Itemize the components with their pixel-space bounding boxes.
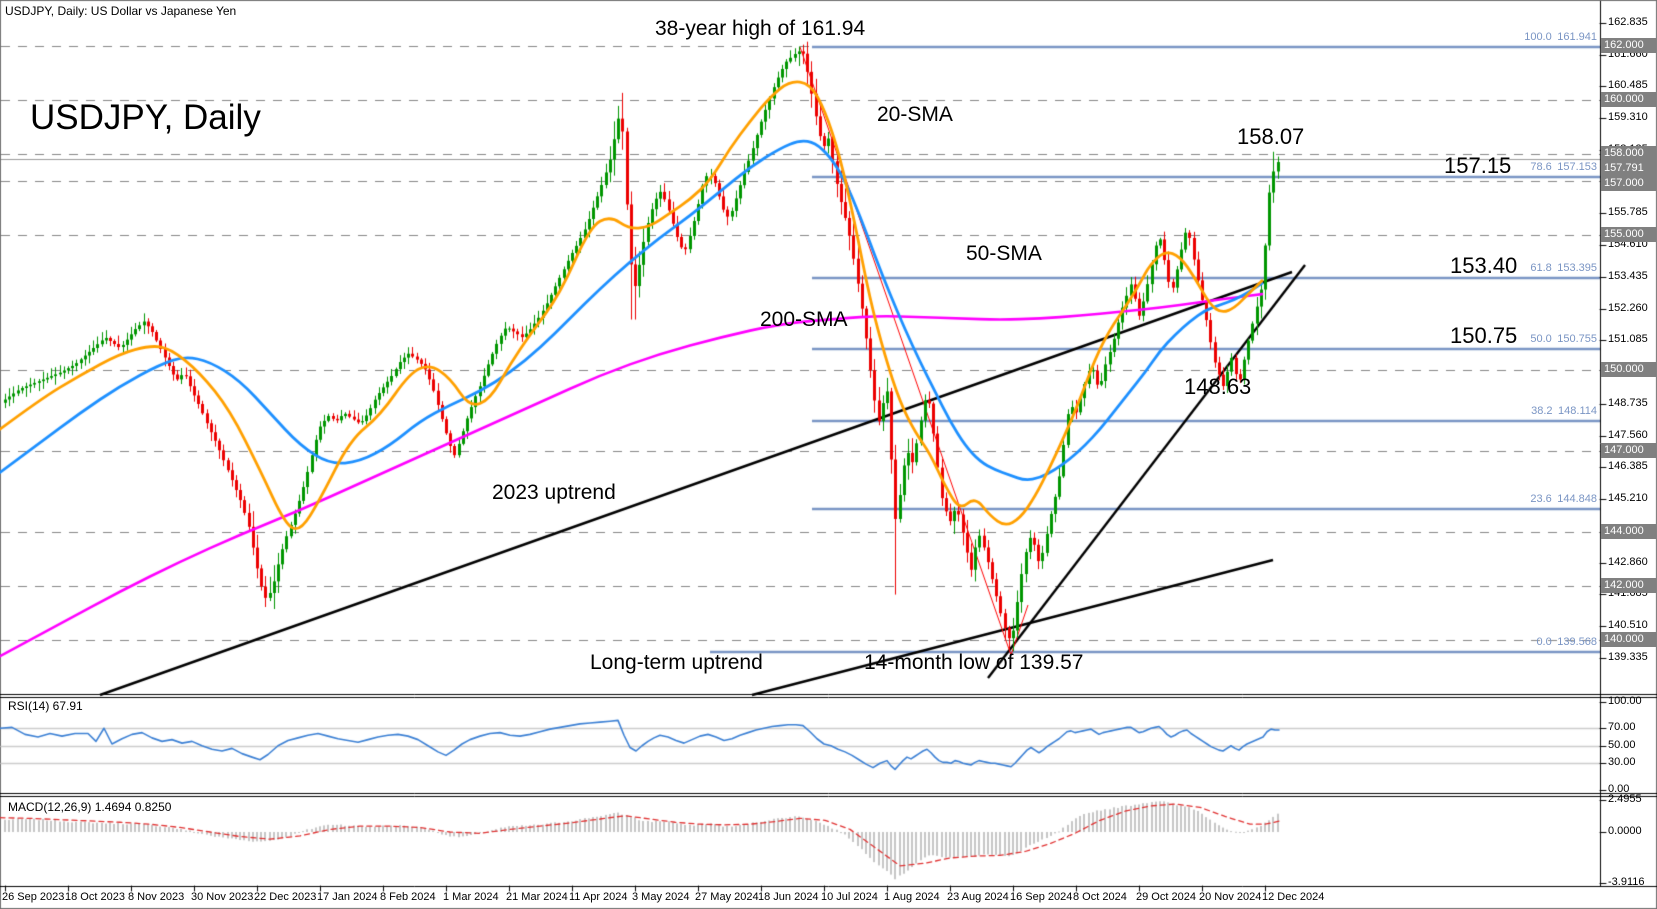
annotation-200-sma[interactable]: 200-SMA [760, 308, 848, 331]
time-axis-label: 12 Dec 2024 [1262, 891, 1325, 903]
time-axis-label: 22 Dec 2023 [254, 891, 317, 903]
annotation-level-158-07[interactable]: 158.07 [1237, 124, 1305, 149]
chart-title: USDJPY, Daily [30, 98, 261, 137]
annotation-20-sma[interactable]: 20-SMA [877, 103, 953, 126]
macd-axis-label: 0.0000 [1608, 825, 1642, 837]
price-axis-label: 151.085 [1608, 333, 1648, 346]
time-axis-label: 16 Sep 2024 [1010, 891, 1073, 903]
annotation-level-148-63[interactable]: 148.63 [1184, 374, 1252, 399]
price-axis-label: 139.335 [1608, 650, 1648, 663]
annotation-level-153-40[interactable]: 153.40 [1450, 253, 1518, 278]
price-axis-label: 147.560 [1608, 428, 1648, 441]
annotation-level-157-15[interactable]: 157.15 [1444, 153, 1512, 178]
fib-level-label: 61.8 153.395 [1530, 262, 1597, 275]
rsi-axis-label: 0.00 [1608, 782, 1630, 795]
time-axis-label: 17 Jan 2024 [317, 891, 378, 903]
macd-indicator-label: MACD(12,26,9) 1.4694 0.8250 [8, 800, 172, 814]
annotation-level-150-75[interactable]: 150.75 [1450, 323, 1518, 348]
price-axis-label: 152.260 [1608, 301, 1648, 314]
annotation-long-term-uptrend[interactable]: Long-term uptrend [590, 651, 763, 674]
annotation-50-sma[interactable]: 50-SMA [966, 242, 1042, 265]
fib-level-label: 78.6 157.153 [1530, 160, 1597, 173]
window-header-title: USDJPY, Daily: US Dollar vs Japanese Yen [5, 4, 237, 18]
time-axis-label: 10 Jul 2024 [821, 891, 878, 903]
time-axis-label: 21 Mar 2024 [506, 891, 568, 903]
price-axis-label: 145.210 [1608, 492, 1648, 505]
annotation-2023-uptrend[interactable]: 2023 uptrend [492, 481, 616, 504]
macd-axis-label: -3.9116 [1608, 875, 1645, 888]
time-axis-label: 11 Apr 2024 [569, 891, 628, 903]
price-axis-box: 157.000 [1601, 175, 1656, 191]
fib-level-label: 100.0 161.941 [1524, 31, 1597, 44]
price-axis-box: 158.000 [1601, 145, 1656, 161]
price-axis-label: 153.435 [1608, 269, 1648, 282]
rsi-axis-label: 50.00 [1608, 738, 1636, 751]
time-axis-label: 1 Aug 2024 [884, 891, 940, 903]
fib-level-label: 23.6 144.848 [1530, 493, 1597, 505]
time-axis-label: 18 Jun 2024 [758, 891, 819, 903]
current-price-box: 157.791 [1601, 160, 1656, 176]
time-axis-label: 8 Nov 2023 [128, 891, 185, 903]
price-axis-box: 142.000 [1601, 577, 1656, 593]
price-axis-box: 140.000 [1601, 632, 1656, 647]
annotation-38-year-high[interactable]: 38-year high of 161.94 [655, 17, 866, 40]
time-axis-label: 3 May 2024 [632, 891, 690, 903]
price-axis-box: 144.000 [1601, 523, 1656, 539]
fib-level-label: 0.0 139.568 [1536, 635, 1597, 648]
price-axis-label: 140.510 [1608, 619, 1648, 632]
rsi-axis-label: 70.00 [1608, 721, 1636, 734]
rsi-axis-label: 100.00 [1608, 695, 1642, 707]
time-axis-label: 26 Sep 2023 [2, 891, 65, 903]
price-axis-label: 162.835 [1608, 16, 1648, 28]
time-axis-label: 8 Oct 2024 [1073, 891, 1127, 903]
time-axis-label: 18 Oct 2023 [65, 891, 125, 903]
price-axis-label: 155.785 [1608, 206, 1648, 219]
price-axis-label: 142.860 [1608, 555, 1648, 568]
time-axis-label: 8 Feb 2024 [380, 891, 436, 903]
rsi-axis-label: 30.00 [1608, 756, 1636, 769]
fib-level-label: 50.0 150.755 [1530, 333, 1597, 346]
rsi-indicator-label: RSI(14) 67.91 [8, 699, 83, 713]
price-axis-box: 150.000 [1601, 361, 1656, 377]
price-axis-label: 146.385 [1608, 460, 1648, 473]
price-axis-label: 159.310 [1608, 111, 1648, 124]
time-axis-label: 23 Aug 2024 [947, 891, 1009, 903]
fib-level-label: 38.2 148.114 [1531, 404, 1597, 417]
price-axis-box: 147.000 [1601, 442, 1656, 458]
price-axis-label: 160.485 [1608, 79, 1648, 92]
price-axis-box: 160.000 [1601, 91, 1656, 107]
time-axis-label: 29 Oct 2024 [1136, 891, 1196, 903]
macd-axis-label: 2.4955 [1608, 792, 1642, 805]
price-axis-label: 148.735 [1608, 396, 1648, 409]
time-axis-label: 1 Mar 2024 [443, 891, 499, 903]
time-axis-label: 30 Nov 2023 [191, 891, 254, 903]
time-axis-label: 20 Nov 2024 [1199, 891, 1262, 903]
annotation-14-month-low[interactable]: 14-month low of 139.57 [864, 651, 1084, 674]
price-axis-box: 162.000 [1601, 37, 1656, 53]
time-axis-label: 27 May 2024 [695, 891, 759, 903]
price-axis-box: 155.000 [1601, 226, 1656, 242]
